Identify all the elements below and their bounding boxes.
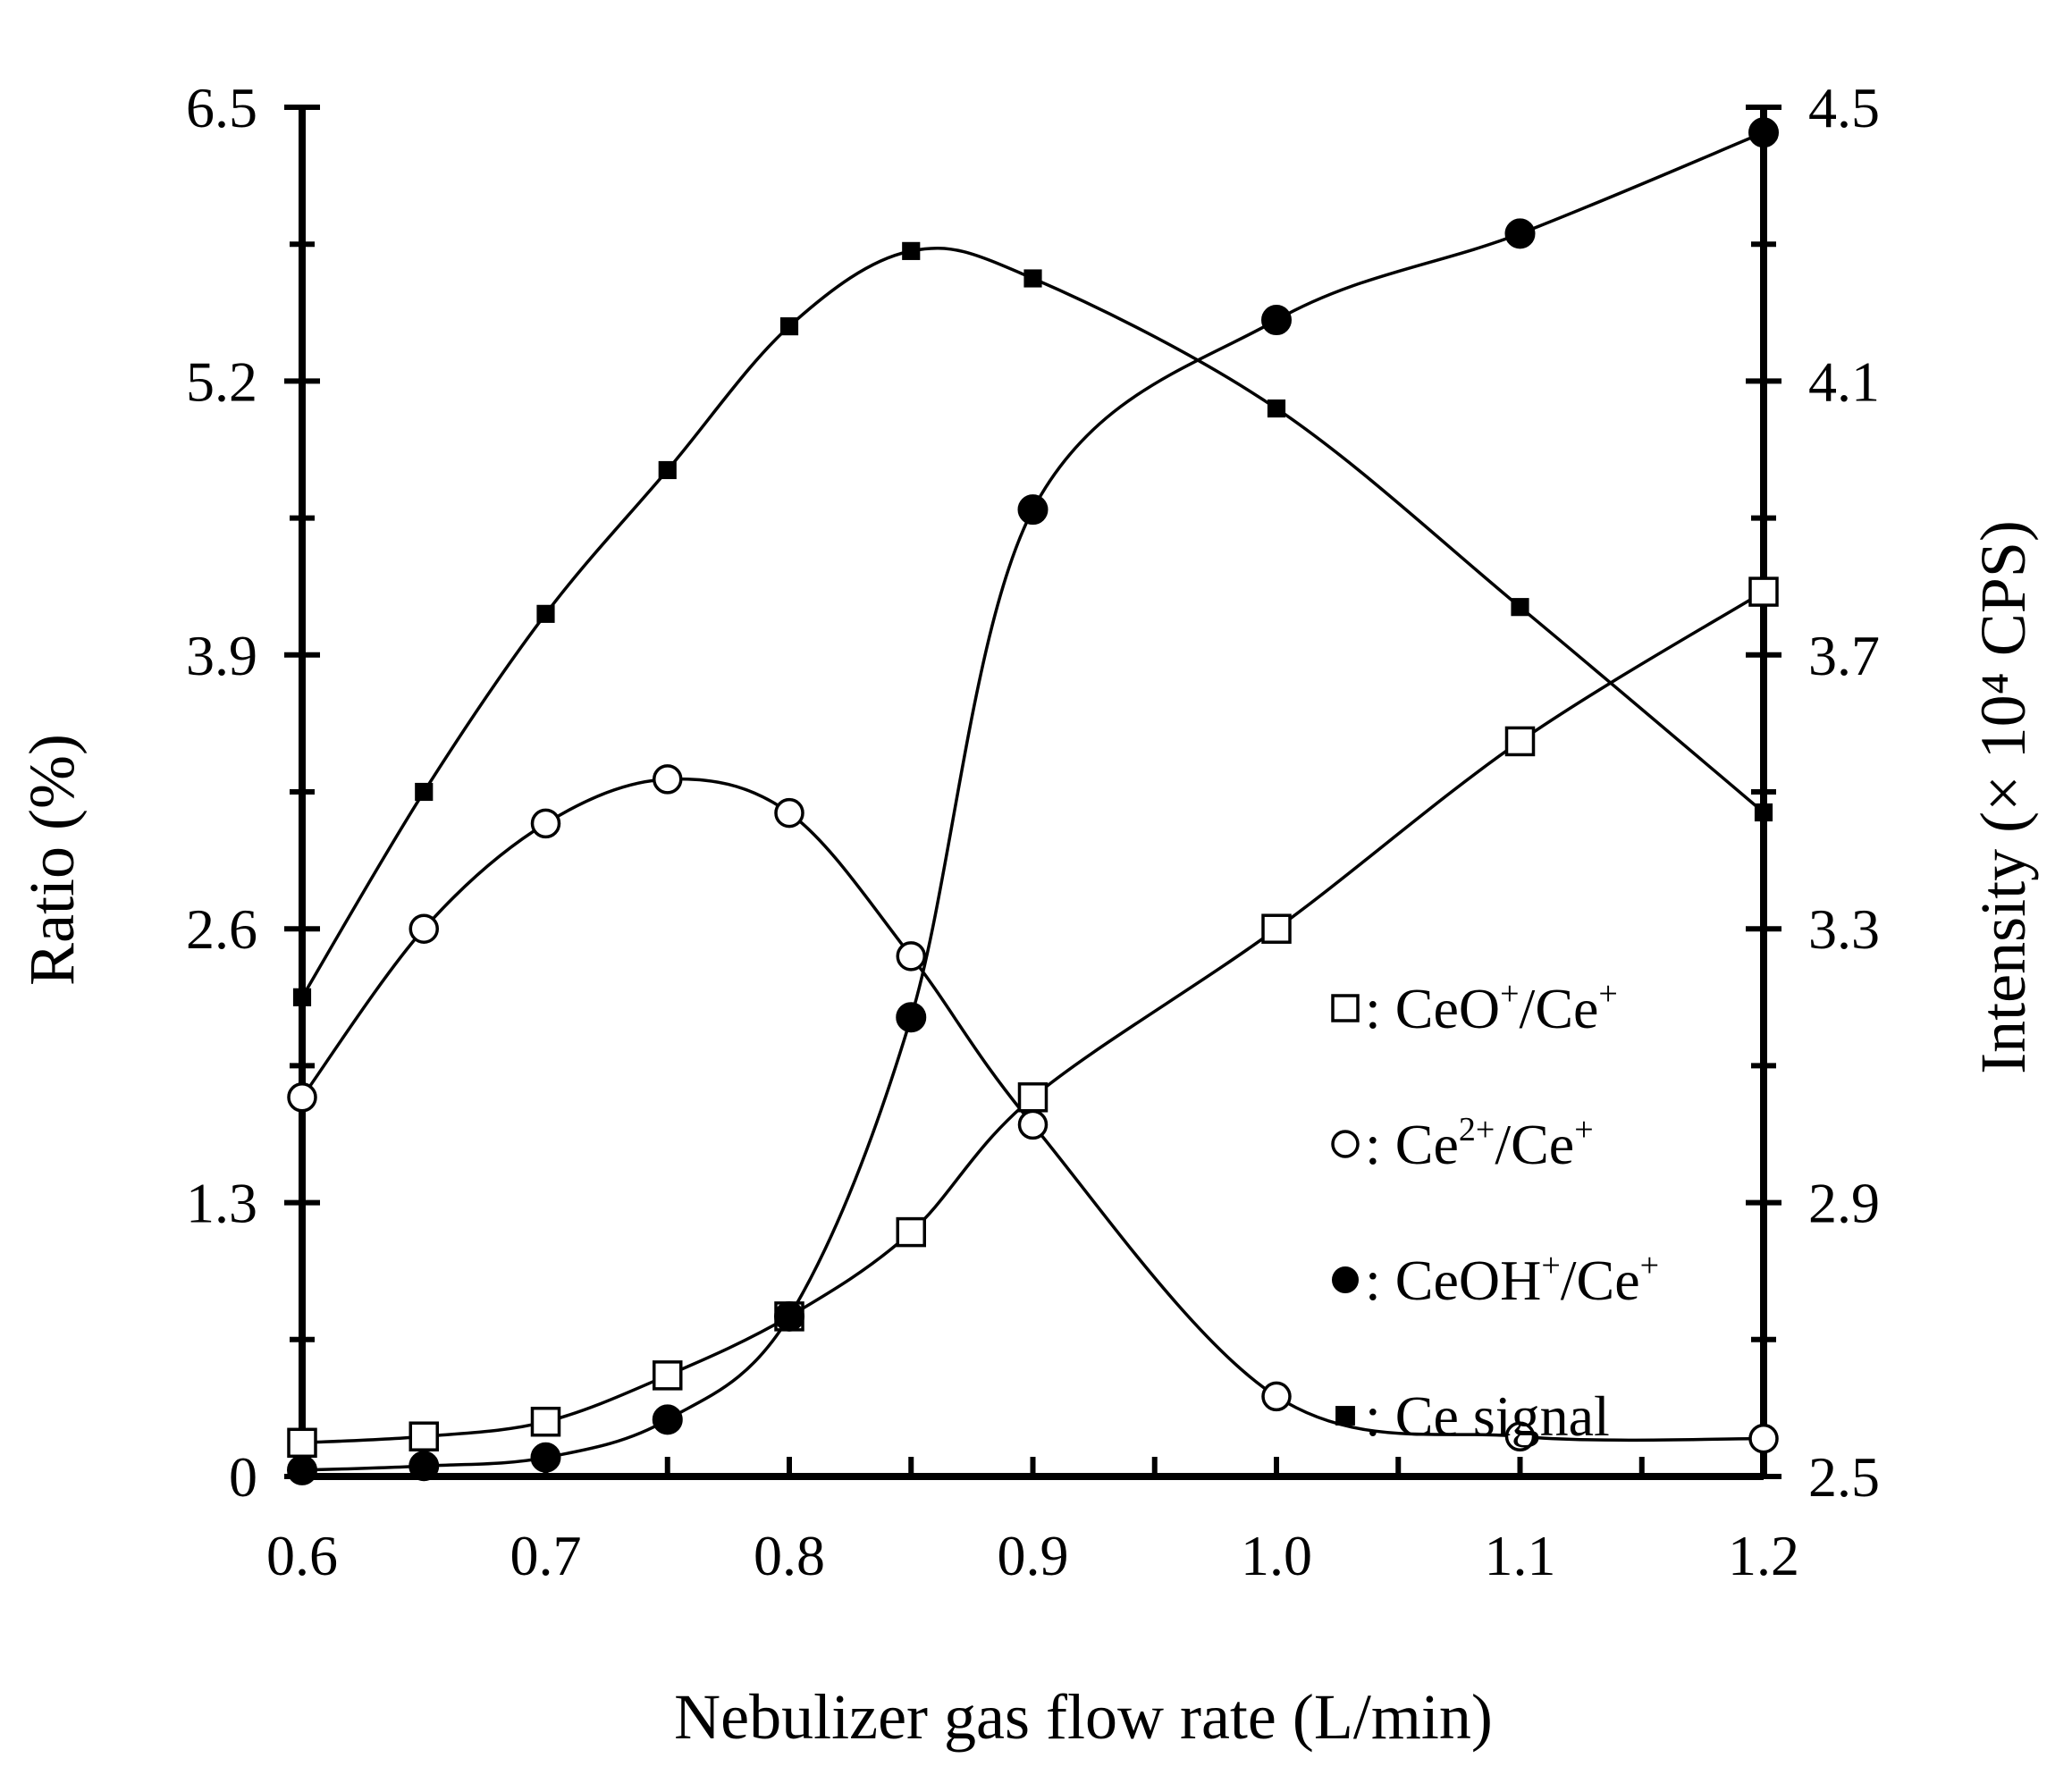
y-right-tick-label: 2.5 (1808, 1445, 1880, 1509)
data-point-series-3 (1754, 803, 1773, 822)
data-point-series-0 (1504, 726, 1536, 757)
legend-marker-1 (1331, 1130, 1360, 1158)
data-point-series-2 (774, 1300, 804, 1332)
data-point-series-2 (896, 1002, 927, 1033)
data-point-series-3 (779, 317, 799, 336)
y-left-tick-label: 5.2 (186, 349, 257, 413)
y-left-tick-label: 3.9 (186, 624, 257, 687)
data-point-series-1 (409, 913, 439, 944)
data-point-series-3 (536, 604, 555, 623)
data-point-series-3 (292, 988, 312, 1006)
data-point-series-1 (653, 764, 683, 795)
data-point-series-2 (1017, 494, 1049, 526)
y-right-tick-label: 3.3 (1808, 897, 1880, 961)
x-tick-label: 0.8 (754, 1524, 825, 1587)
data-point-series-1 (1748, 1423, 1779, 1454)
data-point-series-2 (287, 1454, 317, 1485)
x-tick-label: 0.9 (998, 1524, 1069, 1587)
legend-label-1: : Ce2+/Ce+ (1365, 1111, 1594, 1176)
legend: : CeO+/Ce+ : Ce2+/Ce+ : CeOH+/Ce+ : Ce sign… (1331, 975, 1659, 1448)
legend-label-2: : CeOH+/Ce+ (1365, 1247, 1659, 1312)
data-point-series-0 (1261, 913, 1292, 944)
data-point-series-3 (415, 782, 434, 802)
y-right-axis-title: Intensity (× 10⁴ CPS) (1967, 520, 2039, 1074)
data-point-series-1 (774, 797, 804, 829)
x-tick-label: 1.2 (1728, 1524, 1799, 1587)
data-point-series-2 (1504, 218, 1536, 249)
data-point-series-1 (1261, 1381, 1292, 1412)
data-point-series-1 (287, 1082, 317, 1113)
y-right-tick-label: 4.1 (1808, 349, 1880, 413)
y-right-tick-label: 2.9 (1808, 1172, 1880, 1235)
data-point-series-0 (287, 1427, 317, 1459)
x-tick-label: 1.0 (1241, 1524, 1312, 1587)
x-axis-title: Nebulizer gas flow rate (L/min) (674, 1681, 1493, 1753)
legend-label-3: : Ce signal (1365, 1384, 1610, 1448)
legend-marker-0 (1331, 994, 1360, 1022)
data-point-series-1 (530, 808, 561, 839)
legend-marker-3 (1335, 1406, 1355, 1426)
legend-label-0: : CeO+/Ce+ (1365, 975, 1618, 1040)
y-left-tick-label: 6.5 (186, 76, 257, 139)
legend-marker-2 (1332, 1266, 1359, 1293)
y-right-tick-label: 3.7 (1808, 624, 1880, 687)
axes-layer (284, 105, 1781, 1480)
data-point-series-2 (530, 1442, 561, 1473)
data-point-series-2 (409, 1451, 440, 1482)
data-point-series-3 (658, 460, 677, 480)
y-right-tick-label: 4.5 (1808, 76, 1880, 139)
data-point-series-3 (1511, 598, 1529, 617)
x-tick-label: 1.1 (1485, 1524, 1556, 1587)
series-line-3 (300, 246, 1765, 998)
tick-labels-layer: 0.6 0.7 0.8 0.9 1.0 1.1 1.2 0 1.3 2.6 3.9 5.2 6.5 2.5… (186, 76, 1880, 1587)
y-left-axis-title: Ratio (%) (16, 734, 88, 986)
markers-layer (287, 117, 1779, 1485)
data-point-series-2 (1261, 305, 1292, 336)
data-point-series-2 (1748, 117, 1779, 148)
data-point-series-0 (409, 1421, 439, 1451)
data-point-series-2 (652, 1404, 683, 1435)
data-point-series-0 (1017, 1082, 1049, 1113)
data-point-series-0 (530, 1406, 561, 1437)
y-left-tick-label: 2.6 (186, 897, 257, 961)
y-left-tick-label: 1.3 (186, 1172, 257, 1235)
y-left-tick-label: 0 (229, 1445, 257, 1509)
data-point-series-1 (1504, 1421, 1536, 1451)
x-tick-label: 0.7 (510, 1524, 582, 1587)
x-tick-label: 0.6 (266, 1524, 338, 1587)
data-point-series-1 (896, 941, 926, 972)
data-point-series-3 (1267, 399, 1286, 418)
data-point-series-3 (902, 241, 921, 260)
data-point-series-0 (653, 1360, 683, 1391)
data-point-series-0 (896, 1216, 926, 1248)
data-point-series-3 (1023, 269, 1042, 288)
series-line-0 (301, 590, 1765, 1445)
data-point-series-0 (1748, 576, 1779, 607)
data-point-series-1 (1017, 1109, 1049, 1140)
